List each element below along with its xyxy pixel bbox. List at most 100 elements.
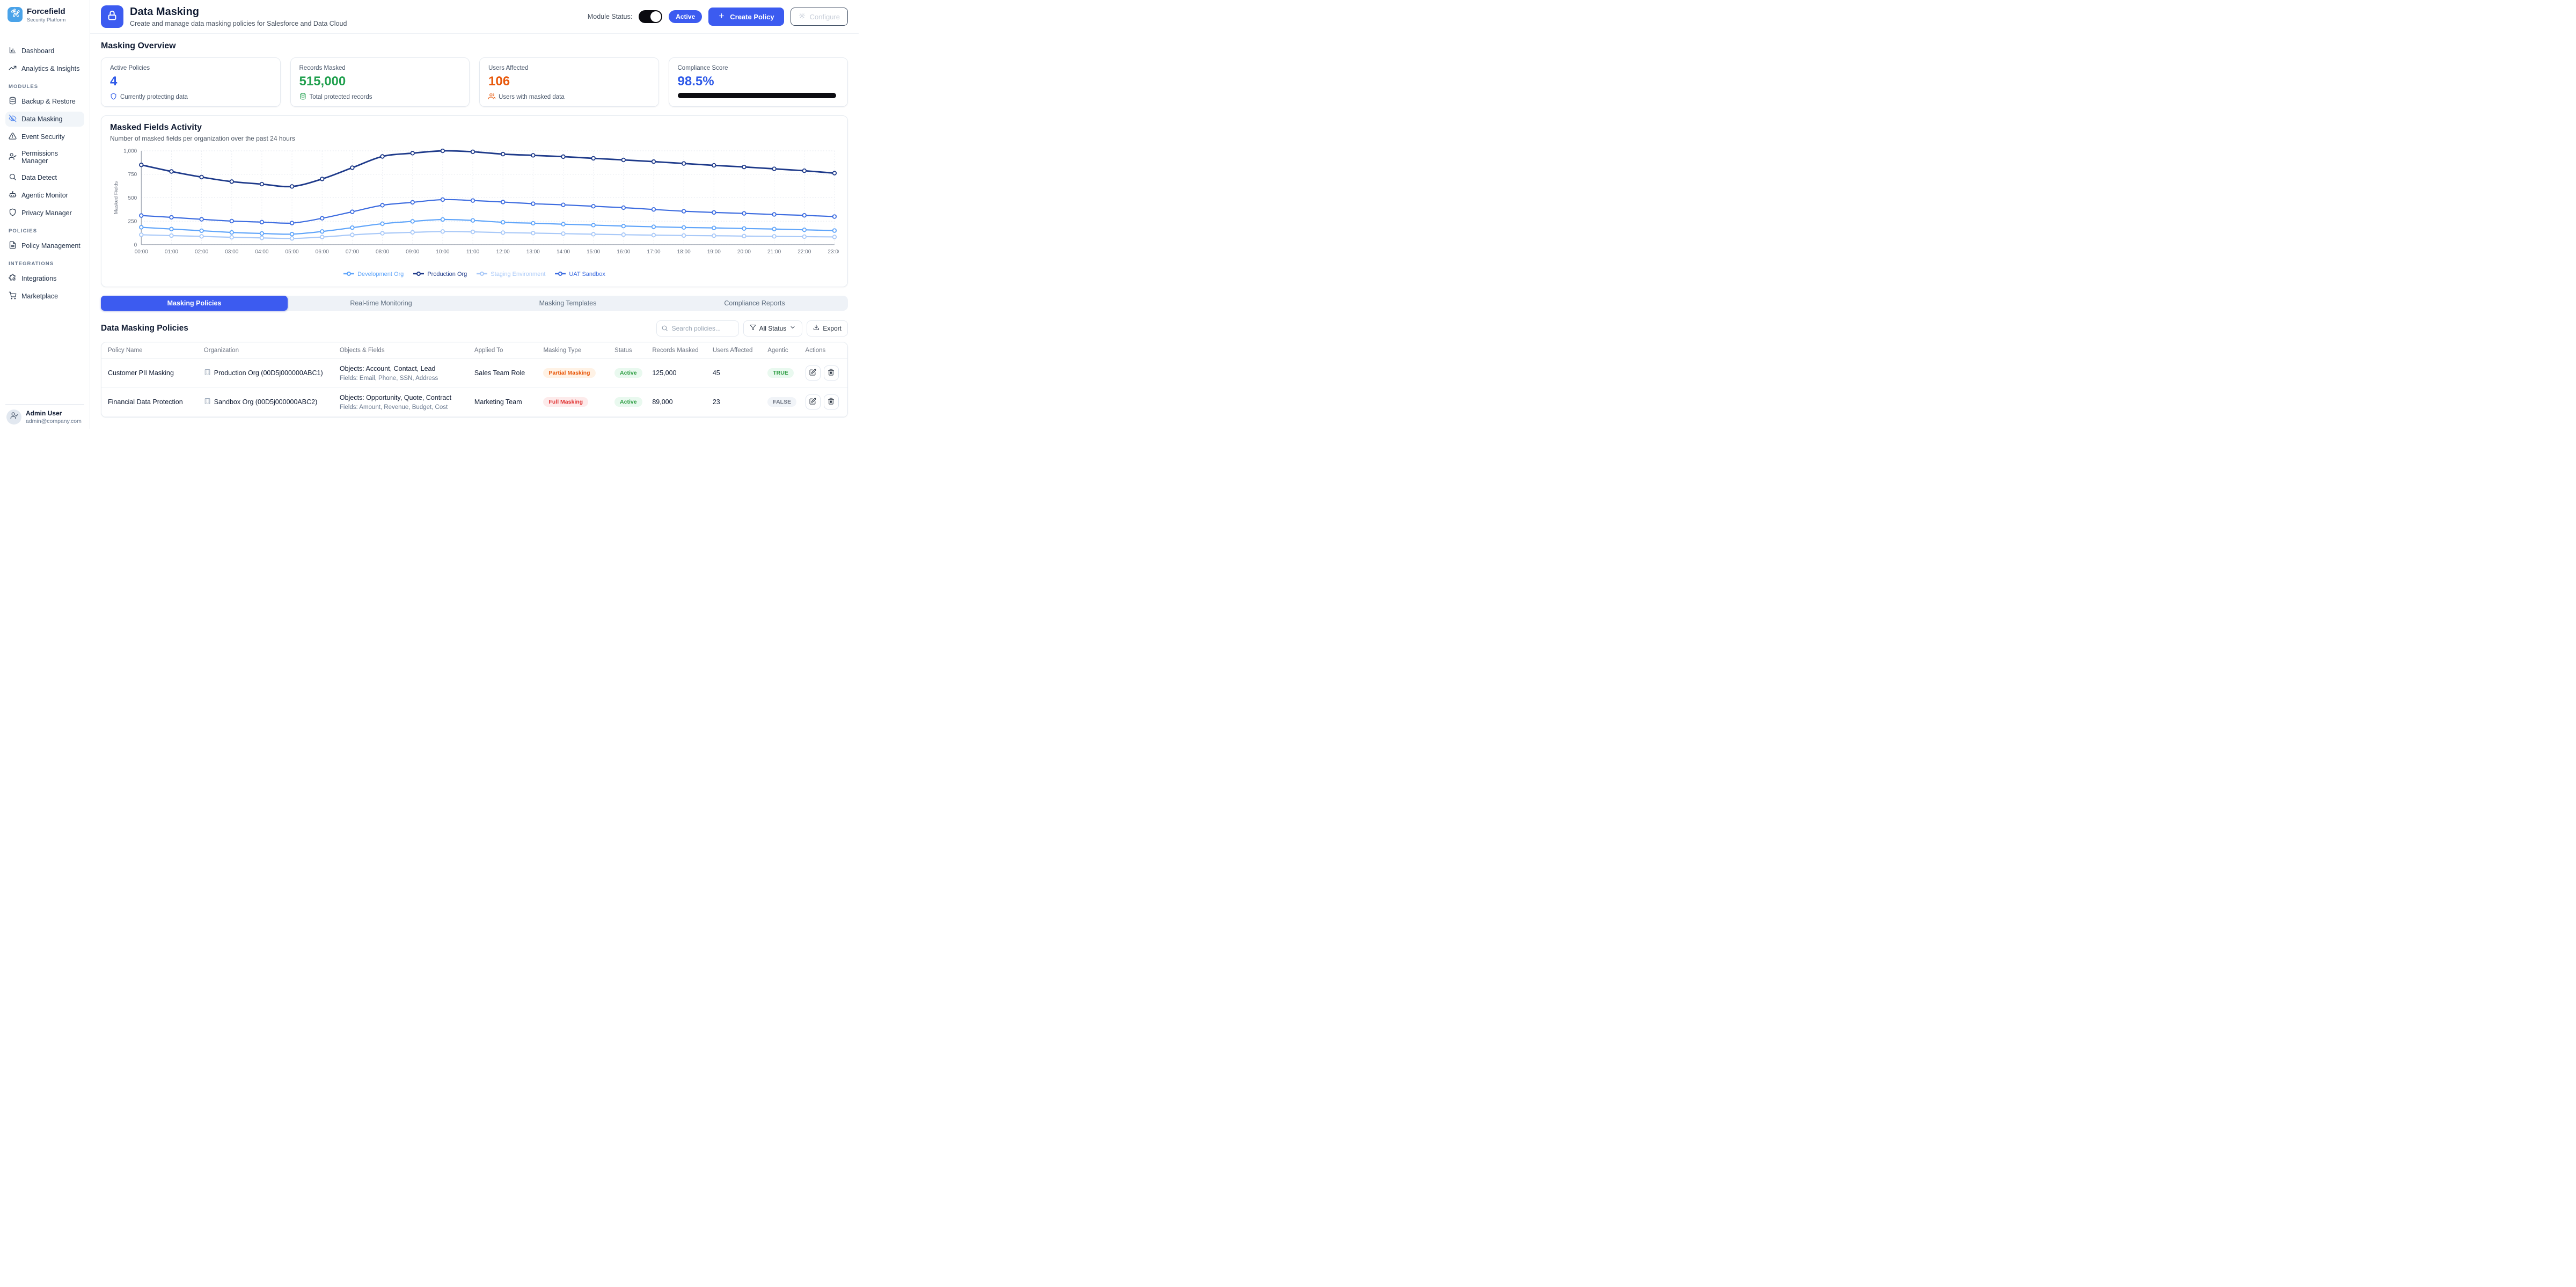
svg-text:18:00: 18:00 [677, 249, 691, 255]
delete-button[interactable] [823, 365, 839, 381]
toggle-knob [650, 11, 662, 22]
avatar [6, 410, 21, 425]
content: Masking Overview Active Policies 4 Current… [90, 34, 859, 418]
card-footer-text: Users with masked data [499, 94, 565, 100]
legend-item-uat-sandbox[interactable]: UAT Sandbox [555, 271, 605, 278]
user-email: admin@company.com [26, 418, 82, 425]
database-icon [9, 97, 17, 106]
sidebar-item-marketplace[interactable]: Marketplace [5, 289, 84, 304]
status-badge: Active [614, 368, 642, 378]
svg-text:20:00: 20:00 [737, 249, 751, 255]
search-input[interactable] [656, 320, 739, 337]
svg-text:08:00: 08:00 [376, 249, 390, 255]
sidebar-item-label: Permissions Manager [21, 150, 58, 165]
svg-text:04:00: 04:00 [255, 249, 269, 255]
status-filter-dropdown[interactable]: All Status [743, 320, 803, 337]
page-title: Data Masking [130, 6, 199, 18]
tab-real-time-monitoring[interactable]: Real-time Monitoring [350, 299, 412, 307]
card-footer-text: Currently protecting data [120, 94, 188, 100]
legend-marker-icon [477, 271, 488, 278]
sidebar-item-label: Marketplace [21, 292, 58, 301]
sidebar-item-data-masking[interactable]: Data Masking [5, 112, 84, 127]
delete-button[interactable] [823, 394, 839, 410]
edit-button[interactable] [805, 394, 821, 410]
create-policy-button[interactable]: Create Policy [708, 8, 784, 26]
cell-fields: Fields: Email, Phone, SSN, Address [339, 375, 438, 382]
page-icon-tile [101, 5, 123, 28]
page-subtitle: Create and manage data masking policies … [130, 20, 347, 27]
column-header-policy-name: Policy Name [101, 342, 197, 359]
cell-users-affected: 23 [706, 387, 762, 417]
configure-button[interactable]: Configure [790, 8, 848, 26]
sidebar: Forcefield Security Platform Dashboard An… [0, 0, 90, 429]
cell-objects: Objects: Account, Contact, Lead [339, 364, 436, 372]
shield-icon [110, 93, 117, 101]
legend-item-staging-environment[interactable]: Staging Environment [477, 271, 545, 278]
brand-tagline: Security Platform [27, 17, 66, 24]
tab-bar: Masking Policies Real-time Monitoring Mask… [101, 295, 848, 311]
bot-icon [9, 191, 17, 200]
sidebar-item-integrations[interactable]: Integrations [5, 271, 84, 286]
svg-text:15:00: 15:00 [587, 249, 601, 255]
sidebar-item-privacy-manager[interactable]: Privacy Manager [5, 206, 84, 221]
sidebar-item-permissions-manager[interactable]: Permissions Manager [5, 147, 84, 167]
cell-objects: Objects: Opportunity, Quote, Contract [339, 393, 452, 401]
brand-logo [8, 7, 23, 22]
export-button[interactable]: Export [807, 320, 848, 337]
card-label: Users Affected [488, 65, 529, 71]
tab-compliance-reports[interactable]: Compliance Reports [724, 299, 785, 307]
module-status-toggle[interactable] [639, 10, 663, 23]
sidebar-item-data-detect[interactable]: Data Detect [5, 170, 84, 185]
users-icon [488, 93, 496, 101]
bar-chart-icon [9, 46, 17, 56]
user-profile[interactable]: Admin User admin@company.com [5, 404, 84, 425]
legend-item-development-org[interactable]: Development Org [343, 271, 404, 278]
sidebar-item-analytics-insights[interactable]: Analytics & Insights [5, 61, 84, 76]
svg-text:12:00: 12:00 [496, 249, 510, 255]
card-label: Compliance Score [677, 65, 728, 71]
cell-users-affected: 45 [706, 359, 762, 388]
chart-panel: Masked Fields Activity Number of masked … [101, 115, 848, 287]
sidebar-item-dashboard[interactable]: Dashboard [5, 43, 84, 58]
svg-text:14:00: 14:00 [557, 249, 570, 255]
svg-text:1,000: 1,000 [123, 149, 137, 155]
compliance-progress-bar [677, 93, 837, 98]
edit-button[interactable] [805, 365, 821, 381]
svg-text:250: 250 [128, 219, 137, 225]
legend-label: Production Org [427, 271, 467, 278]
legend-label: Staging Environment [491, 271, 546, 278]
sidebar-item-policy-management[interactable]: Policy Management [5, 238, 84, 253]
stat-card-records-masked: Records Masked 515,000 Total protected rec… [290, 57, 470, 107]
svg-text:01:00: 01:00 [165, 249, 179, 255]
tab-masking-policies[interactable]: Masking Policies [101, 295, 288, 311]
svg-text:10:00: 10:00 [436, 249, 450, 255]
sidebar-item-backup-restore[interactable]: Backup & Restore [5, 94, 84, 109]
card-value: 515,000 [299, 74, 346, 89]
sidebar-item-label: Event Security [21, 133, 65, 141]
cell-records-masked: 89,000 [646, 387, 706, 417]
cell-applied-to: Marketing Team [467, 387, 537, 417]
svg-text:03:00: 03:00 [225, 249, 239, 255]
sidebar-item-label: Analytics & Insights [21, 65, 80, 73]
column-header-applied-to: Applied To [467, 342, 537, 359]
svg-text:16:00: 16:00 [617, 249, 631, 255]
masking-type-badge: Full Masking [543, 397, 589, 407]
legend-item-production-org[interactable]: Production Org [413, 271, 467, 278]
sidebar-item-agentic-monitor[interactable]: Agentic Monitor [5, 188, 84, 203]
legend-marker-icon [343, 271, 355, 278]
tab-masking-templates[interactable]: Masking Templates [539, 299, 597, 307]
sidebar-item-event-security[interactable]: Event Security [5, 129, 84, 144]
puzzle-icon [9, 274, 17, 283]
cell-organization: Production Org (00D5j000000ABC1) [204, 369, 327, 377]
column-header-records-masked: Records Masked [646, 342, 706, 359]
plus-icon [718, 12, 725, 21]
column-header-agentic: Agentic [761, 342, 799, 359]
agentic-badge: TRUE [767, 368, 794, 378]
trash-icon [828, 369, 835, 377]
column-header-status: Status [608, 342, 646, 359]
card-label: Active Policies [110, 65, 150, 71]
status-badge: Active [669, 10, 702, 23]
legend-marker-icon [413, 271, 425, 278]
stat-card-users-affected: Users Affected 106 Users with masked data [479, 57, 659, 107]
sidebar-item-label: Policy Management [21, 242, 80, 250]
